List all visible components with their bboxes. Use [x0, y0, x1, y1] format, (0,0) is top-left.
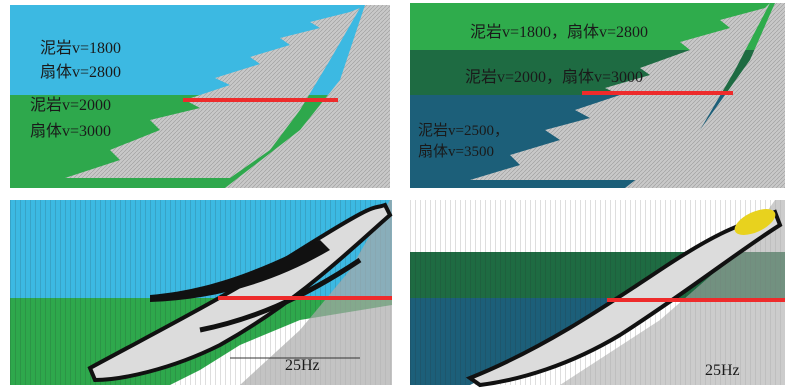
- label: 扇体v=3000: [30, 122, 111, 140]
- label: 泥岩v=2000，扇体v=3000: [465, 68, 643, 86]
- label: 泥岩v=2500，: [418, 122, 509, 139]
- figure: 泥岩v=1800 扇体v=2800 泥岩v=2000 扇体v=3000 泥岩v=…: [0, 0, 789, 389]
- label: 扇体v=3500: [418, 143, 494, 160]
- panel-seismic-1: 25Hz: [10, 200, 392, 385]
- label: 泥岩v=1800: [40, 39, 121, 57]
- frequency-label: 25Hz: [705, 362, 740, 379]
- panel-seismic-2: 25Hz: [410, 200, 785, 385]
- label: 泥岩v=1800，扇体v=2800: [470, 23, 648, 41]
- label: 泥岩v=2000: [30, 96, 111, 114]
- panel-model-1: 泥岩v=1800 扇体v=2800 泥岩v=2000 扇体v=3000: [10, 5, 390, 188]
- panel-model-2: 泥岩v=1800，扇体v=2800 泥岩v=2000，扇体v=3000 泥岩v=…: [410, 3, 785, 188]
- label: 扇体v=2800: [40, 63, 121, 81]
- frequency-label: 25Hz: [285, 357, 320, 374]
- page: {"panels": [ {"labels": ["泥岩v=1800", "扇体…: [0, 0, 789, 389]
